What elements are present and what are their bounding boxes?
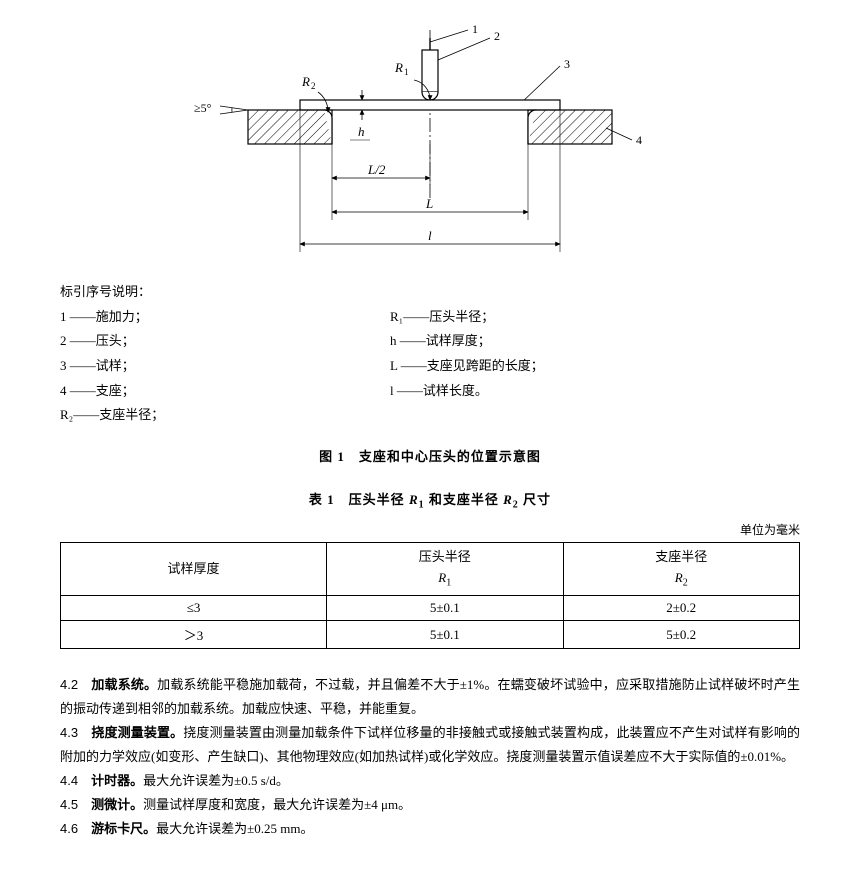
legend-item: 3 ——试样；: [60, 354, 390, 379]
legend-item: R₁——压头半径；: [390, 305, 720, 330]
svg-text:1: 1: [404, 67, 409, 77]
legend-item: L ——支座见跨距的长度；: [390, 354, 720, 379]
th-r1: 压头半径 R1: [327, 542, 563, 595]
figure-caption: 图 1 支座和中心压头的位置示意图: [60, 446, 800, 465]
sec-text: 最大允许误差为±0.5 s/d。: [143, 773, 289, 788]
cell: ＞3: [61, 621, 327, 649]
section-4-3: 4.3 挠度测量装置。挠度测量装置由测量加载条件下试样位移量的非接触式或接触式装…: [60, 721, 800, 769]
legend-item: 4 ——支座；: [60, 379, 390, 404]
cell: 5±0.2: [563, 621, 800, 649]
unit-label: 单位为毫米: [60, 521, 800, 538]
legend-item: R₂——支座半径；: [60, 403, 390, 428]
radius-table: 试样厚度 压头半径 R1 支座半径 R2 ≤3 5±0.1 2±0.2 ＞3 5…: [60, 542, 800, 649]
sec-text: 加载系统能平稳施加载荷，不过载，并且偏差不大于±1%。在蠕变破坏试验中，应采取措…: [60, 677, 800, 716]
svg-text:l: l: [428, 228, 432, 243]
sec-title: 测微计。: [91, 797, 143, 812]
legend-item: l ——试样长度。: [390, 379, 720, 404]
th-r2: 支座半径 R2: [563, 542, 800, 595]
svg-text:≥5°: ≥5°: [194, 101, 212, 115]
legend-item: 2 ——压头；: [60, 329, 390, 354]
table-row: ≤3 5±0.1 2±0.2: [61, 596, 800, 621]
svg-text:2: 2: [311, 81, 316, 91]
svg-text:L/2: L/2: [367, 162, 386, 177]
sec-title: 游标卡尺。: [91, 821, 156, 836]
sec-text: 最大允许误差为±0.25 mm。: [156, 821, 313, 836]
table-caption: 表 1 压头半径 R1 和支座半径 R2 尺寸: [60, 489, 800, 511]
section-4-6: 4.6 游标卡尺。最大允许误差为±0.25 mm。: [60, 817, 800, 841]
section-4-4: 4.4 计时器。最大允许误差为±0.5 s/d。: [60, 769, 800, 793]
svg-text:R: R: [394, 60, 403, 75]
diagram-svg: R1 1 2 3 ≥5° R2 4 h L/2 L l: [190, 20, 670, 270]
svg-text:L: L: [425, 196, 433, 211]
cell: 5±0.1: [327, 596, 563, 621]
legend-block: 标引序号说明： 1 ——施加力； 2 ——压头； 3 ——试样； 4 ——支座；…: [60, 280, 800, 428]
legend-item: 1 ——施加力；: [60, 305, 390, 330]
svg-text:h: h: [358, 124, 365, 139]
sec-title: 挠度测量装置。: [91, 725, 183, 740]
section-4-5: 4.5 测微计。测量试样厚度和宽度，最大允许误差为±4 μm。: [60, 793, 800, 817]
th-thickness: 试样厚度: [61, 542, 327, 595]
legend-title: 标引序号说明：: [60, 280, 800, 305]
section-4-2: 4.2 加载系统。加载系统能平稳施加载荷，不过载，并且偏差不大于±1%。在蠕变破…: [60, 673, 800, 721]
sec-title: 计时器。: [91, 773, 143, 788]
legend-left-col: 1 ——施加力； 2 ——压头； 3 ——试样； 4 ——支座； R₂——支座半…: [60, 305, 390, 428]
cell: 2±0.2: [563, 596, 800, 621]
legend-item: h ——试样厚度；: [390, 329, 720, 354]
svg-text:2: 2: [494, 29, 500, 43]
sec-text: 测量试样厚度和宽度，最大允许误差为±4 μm。: [143, 797, 411, 812]
table-row: ＞3 5±0.1 5±0.2: [61, 621, 800, 649]
table-header-row: 试样厚度 压头半径 R1 支座半径 R2: [61, 542, 800, 595]
svg-text:R: R: [301, 74, 310, 89]
svg-text:4: 4: [636, 133, 642, 147]
svg-text:3: 3: [564, 57, 570, 71]
cell: ≤3: [61, 596, 327, 621]
figure-1-diagram: R1 1 2 3 ≥5° R2 4 h L/2 L l: [190, 20, 670, 270]
sec-title: 加载系统。: [91, 677, 157, 692]
legend-right-col: R₁——压头半径； h ——试样厚度； L ——支座见跨距的长度； l ——试样…: [390, 305, 720, 428]
cell: 5±0.1: [327, 621, 563, 649]
svg-text:1: 1: [472, 22, 478, 36]
